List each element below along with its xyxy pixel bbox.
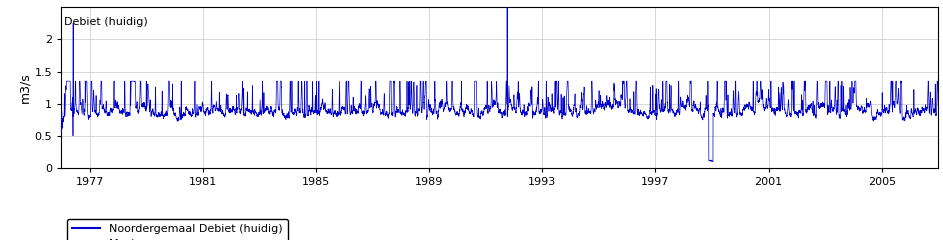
Text: Debiet (huidig): Debiet (huidig) [63, 17, 147, 27]
Y-axis label: m3/s: m3/s [19, 72, 32, 103]
Legend: Noordergemaal Debiet (huidig), Maximum: Noordergemaal Debiet (huidig), Maximum [67, 219, 289, 240]
